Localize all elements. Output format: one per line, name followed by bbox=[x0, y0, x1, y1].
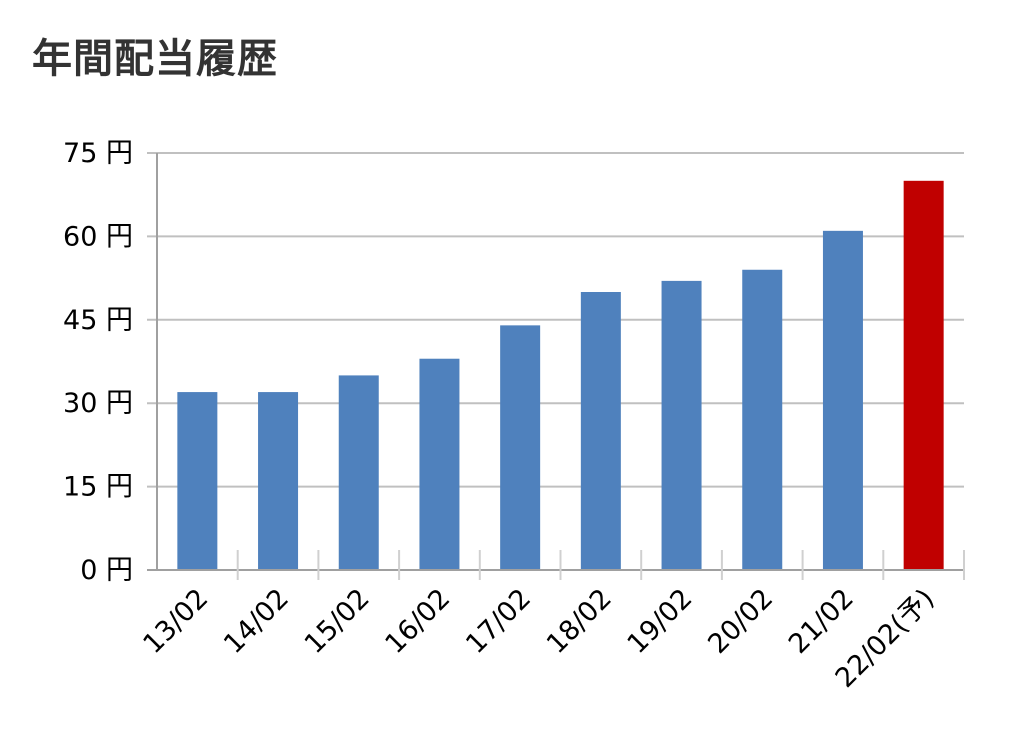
bar bbox=[419, 358, 460, 570]
x-tick-label: 14/02 bbox=[218, 583, 295, 660]
bar bbox=[580, 292, 621, 570]
x-tick-label: 21/02 bbox=[783, 583, 860, 660]
bars bbox=[177, 180, 944, 571]
bar bbox=[177, 392, 218, 570]
x-tick-label: 20/02 bbox=[702, 583, 779, 660]
y-tick-label: 75 円 bbox=[63, 138, 133, 169]
bar bbox=[822, 230, 863, 570]
y-tick-label: 15 円 bbox=[63, 472, 133, 503]
x-tick-labels: 13/02 14/02 15/02 16/02 17/02 18/02 19/02 20/02… bbox=[137, 583, 940, 694]
axes bbox=[147, 153, 965, 580]
x-tick-label: 18/02 bbox=[541, 583, 618, 660]
bar bbox=[258, 392, 299, 570]
y-tick-label: 60 円 bbox=[63, 221, 133, 252]
x-tick-label: 19/02 bbox=[622, 583, 699, 660]
x-tick-label: 13/02 bbox=[137, 583, 214, 660]
x-tick-label: 17/02 bbox=[460, 583, 537, 660]
y-tick-label: 45 円 bbox=[63, 305, 133, 336]
bar bbox=[338, 375, 379, 570]
bar bbox=[500, 325, 541, 570]
x-tick-label: 15/02 bbox=[299, 583, 376, 660]
bar bbox=[661, 280, 702, 570]
bar bbox=[742, 269, 783, 570]
chart-title: 年間配当履歴 bbox=[32, 36, 278, 82]
y-tick-label: 0 円 bbox=[80, 555, 133, 586]
y-tick-label: 30 円 bbox=[63, 388, 133, 419]
bar bbox=[903, 180, 944, 571]
y-tick-labels: 0 円 15 円 30 円 45 円 60 円 75 円 bbox=[63, 138, 133, 586]
x-tick-label: 16/02 bbox=[379, 583, 456, 660]
